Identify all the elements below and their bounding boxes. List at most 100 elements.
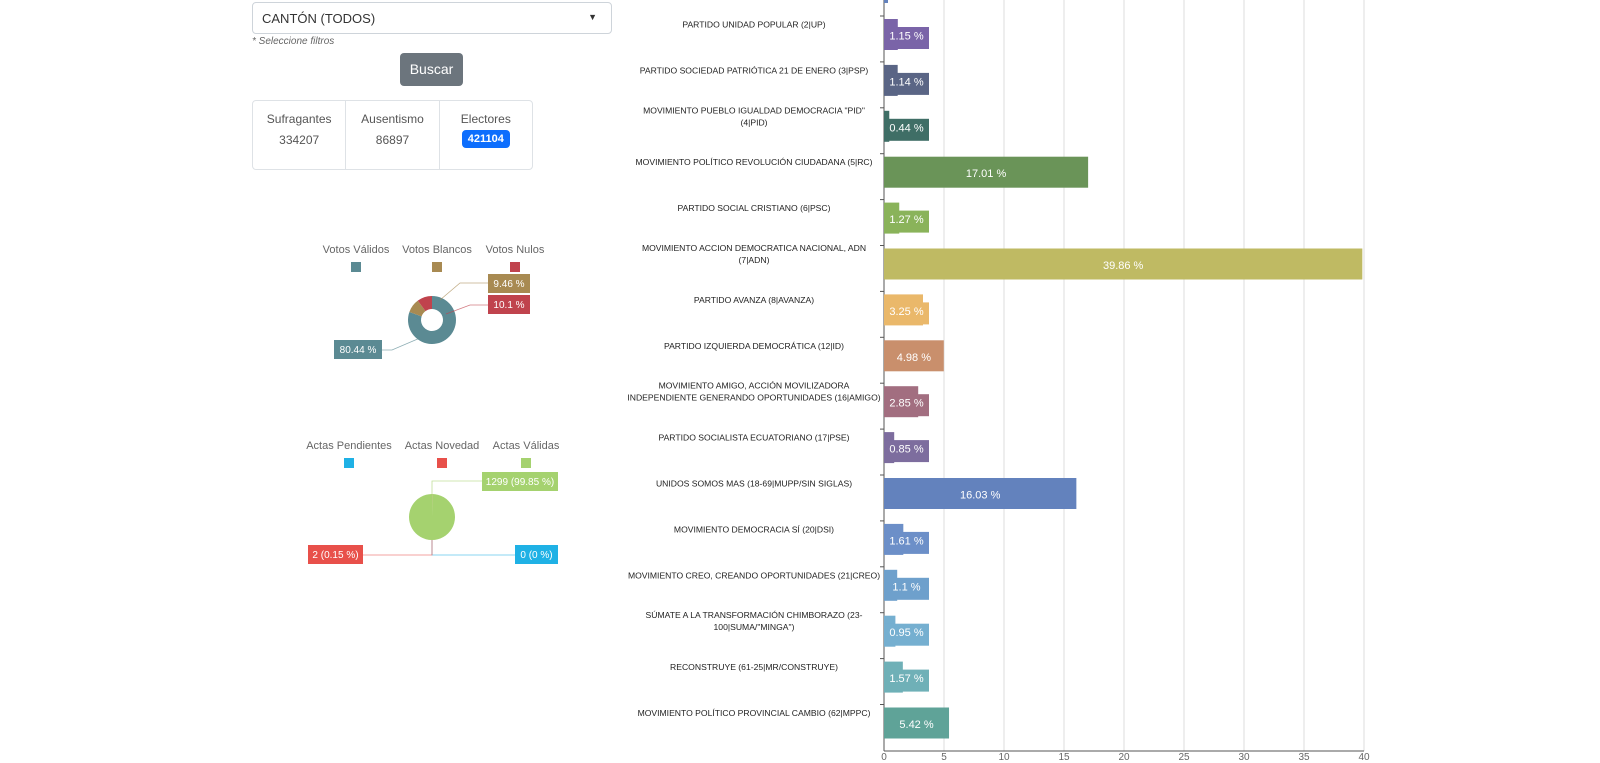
bar-label-box	[884, 623, 929, 646]
filter-hint: * Seleccione filtros	[252, 36, 335, 47]
bar-label: 2.85 %	[889, 398, 923, 410]
category-label: PARTIDO SOCIALISTA ECUATORIANO (17|PSE)	[658, 433, 849, 443]
bar	[884, 110, 890, 142]
bar	[884, 707, 950, 739]
category-label: MOVIMIENTO AMIGO, ACCIÓN MOVILIZADORA	[659, 381, 850, 391]
category-label: PARTIDO IZQUIERDA DEMOCRÁTICA (12|ID)	[664, 341, 844, 351]
bar-label-box	[884, 72, 929, 95]
x-tick-label: 35	[1298, 752, 1310, 763]
category-label: MOVIMIENTO CREO, CREANDO OPORTUNIDADES (…	[628, 570, 880, 580]
bar	[884, 19, 898, 50]
callout-line	[382, 337, 421, 351]
callout-box	[515, 545, 558, 564]
bar	[884, 294, 923, 326]
bar-label: 4.98 %	[897, 352, 931, 364]
callout-line	[431, 480, 482, 494]
legend-swatch	[521, 458, 531, 468]
category-label: PARTIDO AVANZA (8|AVANZA)	[694, 295, 814, 305]
callout-line	[439, 282, 488, 301]
bar	[884, 569, 898, 601]
category-label: SÚMATE A LA TRANSFORMACIÓN CHIMBORAZO (2…	[646, 610, 863, 620]
pie-slice	[417, 296, 432, 312]
legend-swatch	[351, 262, 361, 272]
pie-slice	[409, 300, 426, 317]
x-tick-label: 0	[881, 752, 887, 763]
data-label: 9.46 %	[493, 279, 524, 290]
callout-box	[334, 340, 382, 359]
legend-swatch	[437, 458, 447, 468]
callout-line	[445, 304, 488, 315]
callout-line	[363, 540, 433, 556]
x-tick-label: 20	[1118, 752, 1130, 763]
bar	[884, 478, 1077, 509]
category-label: MOVIMIENTO ACCION DEMOCRATICA NACIONAL, …	[642, 243, 866, 253]
callout-box	[308, 545, 363, 564]
bar	[884, 386, 919, 418]
bar-label-box	[884, 27, 929, 49]
category-label: MOVIMIENTO POLÍTICO PROVINCIAL CAMBIO (6…	[638, 708, 871, 718]
bar-label: 1.61 %	[889, 535, 923, 547]
pie-slice	[408, 296, 457, 344]
stats-panel: Sufragantes 334207 Ausentismo 86897 Elec…	[252, 100, 533, 170]
legend-swatch	[344, 458, 354, 468]
bar-label-box	[884, 440, 929, 463]
bar	[884, 248, 1363, 280]
stat-value: 334207	[279, 133, 320, 147]
callout-line	[431, 540, 515, 556]
callout-box	[488, 274, 530, 293]
bar	[884, 432, 895, 464]
bar-label-box	[884, 118, 929, 141]
category-label: UNIDOS SOMOS MAS (18-69|MUPP/SIN SIGLAS)	[656, 479, 852, 489]
bar-label: 1.57 %	[889, 673, 923, 685]
bar-label-box	[884, 669, 929, 692]
bar-label: 1.1 %	[892, 581, 920, 593]
bar	[884, 64, 898, 96]
stat-sufragantes: Sufragantes 334207	[253, 101, 347, 169]
pie-slice	[409, 494, 456, 540]
legend-label: Votos Nulos	[486, 244, 545, 256]
category-label: 100|SUMA/"MINGA")	[714, 622, 795, 632]
stat-label: Ausentismo	[361, 112, 424, 126]
legend-swatch	[432, 262, 442, 272]
x-tick-label: 15	[1058, 752, 1070, 763]
legend-label: Actas Pendientes	[306, 440, 392, 452]
category-label: PARTIDO SOCIAL CRISTIANO (6|PSC)	[678, 203, 831, 213]
stat-electores: Electores 421104	[440, 101, 532, 169]
stat-label: Sufragantes	[266, 112, 332, 126]
bar-label: 1.27 %	[889, 214, 923, 226]
data-label: 1299 (99.85 %)	[486, 477, 554, 488]
bar	[884, 615, 896, 647]
bar-label: 0.95 %	[889, 627, 923, 639]
bar-label-box	[884, 577, 929, 600]
legend-label: Votos Blancos	[402, 244, 472, 256]
bar	[884, 523, 904, 555]
callout-box	[482, 472, 558, 491]
legend-label: Votos Válidos	[323, 244, 390, 256]
category-label: RECONSTRUYE (61-25|MR/CONSTRUYE)	[670, 662, 838, 672]
bar-label: 1.15 %	[889, 31, 923, 43]
legend-label: Actas Novedad	[405, 440, 480, 452]
bar	[884, 202, 900, 234]
category-label: MOVIMIENTO POLÍTICO REVOLUCIÓN CIUDADANA…	[636, 157, 873, 167]
category-label: MOVIMIENTO DEMOCRACIA SÍ (20|DSI)	[674, 524, 834, 534]
legend-swatch	[510, 262, 520, 272]
stat-label: Electores	[460, 112, 511, 126]
chevron-down-icon: ▼	[588, 12, 597, 22]
x-tick-label: 25	[1178, 752, 1190, 763]
x-tick-label: 30	[1238, 752, 1250, 763]
bar-label: 5.42 %	[899, 719, 933, 731]
bar-label: 17.01 %	[966, 168, 1007, 180]
bar-label: 1.14 %	[889, 76, 923, 88]
data-label: 2 (0.15 %)	[312, 550, 358, 561]
data-label: 0 (0 %)	[520, 550, 552, 561]
category-label: INDEPENDIENTE GENERANDO OPORTUNIDADES (1…	[627, 393, 880, 403]
category-label: PARTIDO SOCIEDAD PATRIÓTICA 21 DE ENERO …	[640, 65, 869, 75]
bar-cutoff	[884, 0, 888, 3]
search-button[interactable]: Buscar	[400, 53, 463, 86]
canton-select-value: CANTÓN (TODOS)	[262, 11, 376, 26]
x-tick-label: 5	[941, 752, 947, 763]
data-label: 10.1 %	[493, 300, 524, 311]
category-label: (7|ADN)	[739, 255, 770, 265]
canton-select[interactable]: CANTÓN (TODOS) ▼	[252, 2, 612, 34]
